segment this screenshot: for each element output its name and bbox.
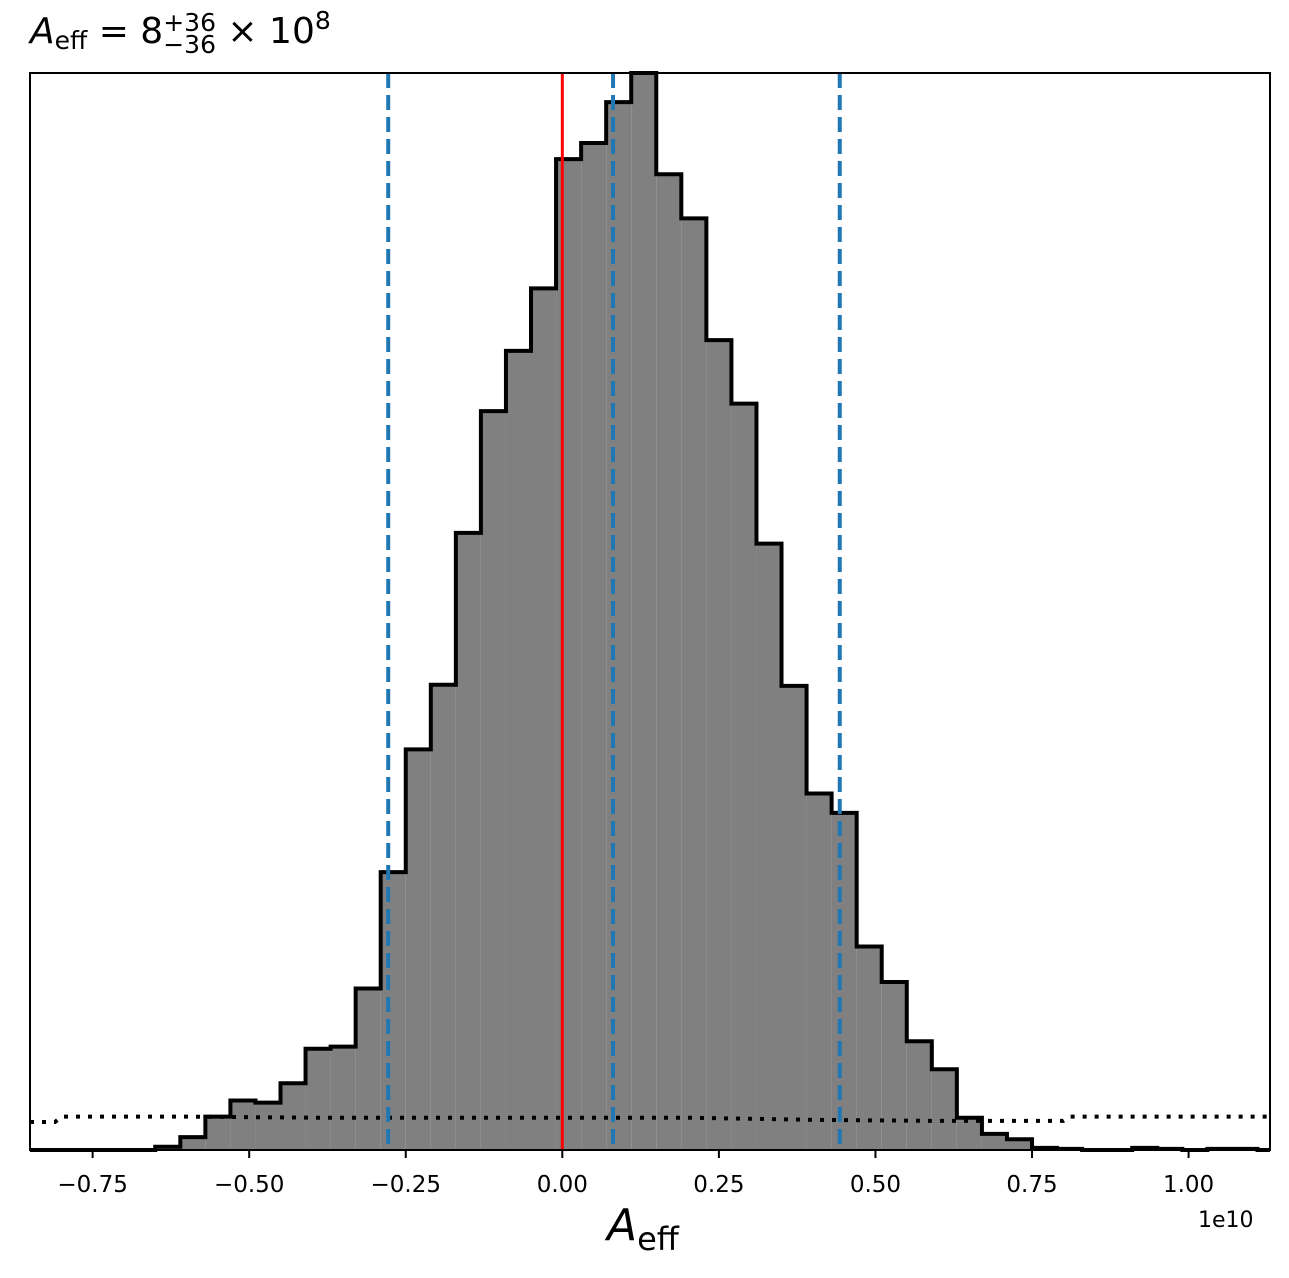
x-axis-label: Aeff bbox=[607, 1200, 679, 1258]
title-exponent: 8 bbox=[314, 6, 331, 35]
x-tick-label: 0.25 bbox=[693, 1172, 744, 1198]
histogram-bar bbox=[505, 350, 532, 1151]
histogram-bar bbox=[931, 1069, 957, 1150]
histogram-outline bbox=[30, 71, 1270, 1152]
histogram-bar bbox=[405, 749, 431, 1150]
histogram-bar bbox=[631, 73, 657, 1150]
histogram-bar bbox=[255, 1102, 281, 1150]
title-symbol: A bbox=[30, 11, 55, 52]
histogram-bar bbox=[531, 288, 557, 1150]
histogram-bar bbox=[1006, 1139, 1033, 1150]
histogram-bar bbox=[180, 1137, 206, 1150]
x-tick-label: 0.00 bbox=[537, 1172, 588, 1198]
histogram-bar bbox=[831, 812, 857, 1150]
histogram-bar bbox=[380, 872, 406, 1150]
histogram-bar bbox=[981, 1133, 1007, 1150]
histogram-bar bbox=[355, 988, 381, 1150]
x-axis-offset-label: 1e10 bbox=[1198, 1208, 1254, 1233]
histogram-bar bbox=[330, 1046, 356, 1150]
histogram-bar bbox=[205, 1116, 231, 1150]
histogram-bar bbox=[956, 1117, 982, 1150]
chart-title: Aeff = 8 +36 −36 × 108 bbox=[30, 6, 331, 59]
histogram-bar bbox=[881, 981, 907, 1150]
histogram-bar bbox=[606, 102, 632, 1151]
histogram-bar bbox=[681, 218, 707, 1150]
histogram-bar bbox=[581, 143, 607, 1150]
prior-dotted-line bbox=[30, 1114, 1270, 1124]
histogram-bar bbox=[455, 532, 481, 1150]
title-equals: = 8 bbox=[87, 11, 164, 52]
title-upper-error: +36 bbox=[163, 8, 216, 37]
histogram-bar bbox=[906, 1041, 932, 1150]
x-tick-label: −0.25 bbox=[371, 1172, 441, 1198]
title-times: × 10 bbox=[215, 11, 315, 52]
histogram-bar bbox=[556, 159, 582, 1150]
histogram-bar bbox=[856, 946, 882, 1150]
histogram-bar bbox=[706, 340, 732, 1150]
plot-frame bbox=[29, 72, 1271, 1151]
histogram-bar bbox=[806, 793, 832, 1150]
x-tick-label: 1.00 bbox=[1163, 1172, 1214, 1198]
histogram-bar bbox=[305, 1048, 331, 1150]
x-tick-label: −0.75 bbox=[57, 1172, 127, 1198]
title-lower-error: −36 bbox=[163, 30, 216, 59]
title-errors: +36 −36 bbox=[163, 8, 216, 59]
histogram-bar bbox=[230, 1100, 256, 1150]
histogram-bar bbox=[756, 543, 782, 1150]
x-tick-label: 0.50 bbox=[850, 1172, 901, 1198]
xlabel-subscript: eff bbox=[637, 1220, 679, 1258]
x-tick-label: −0.50 bbox=[214, 1172, 284, 1198]
x-tick-label: 0.75 bbox=[1006, 1172, 1057, 1198]
histogram-bar bbox=[480, 411, 506, 1151]
histogram-bar bbox=[656, 174, 682, 1150]
title-subscript: eff bbox=[54, 26, 88, 55]
histogram-bar bbox=[731, 403, 757, 1150]
xlabel-symbol: A bbox=[607, 1200, 638, 1251]
histogram-bar bbox=[781, 685, 807, 1150]
histogram-bar bbox=[430, 684, 456, 1150]
